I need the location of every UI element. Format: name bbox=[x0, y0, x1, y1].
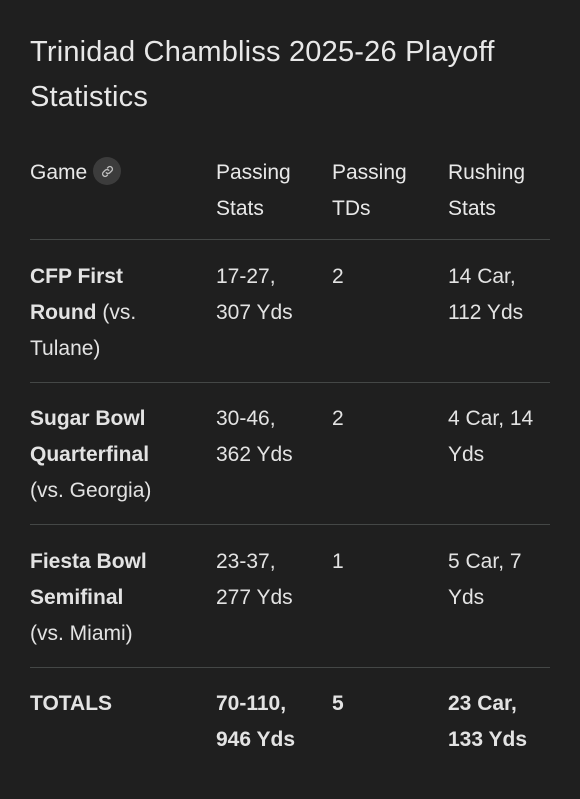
passing-cell: 17-27, 307 Yds bbox=[216, 259, 332, 382]
header-rushing-stats-line1: Rushing bbox=[448, 161, 526, 184]
totals-passing-value: 70-110, bbox=[216, 692, 287, 715]
tds-cell: 2 bbox=[332, 407, 344, 430]
totals-passing: 70-110, 946 Yds bbox=[216, 686, 332, 758]
totals-rushing-value: 23 Car, bbox=[448, 692, 517, 715]
totals-tds: 5 bbox=[332, 692, 344, 715]
game-cell: Sugar Bowl Quarterfinal (vs. Georgia) bbox=[30, 401, 216, 524]
rushing-value: 4 Car, 14 bbox=[448, 407, 534, 430]
game-name: Semifinal bbox=[30, 586, 124, 609]
passing-value: 30-46, bbox=[216, 407, 276, 430]
passing-value: 307 Yds bbox=[216, 301, 293, 324]
rushing-cell: 5 Car, 7 Yds bbox=[448, 544, 550, 667]
header-passing-tds-line1: Passing bbox=[332, 161, 407, 184]
rushing-cell: 4 Car, 14 Yds bbox=[448, 401, 550, 524]
table-header-row: Game Passing Stats Passing TDs Rushing S… bbox=[30, 154, 550, 240]
rushing-value: 112 Yds bbox=[448, 301, 524, 324]
totals-label: TOTALS bbox=[30, 692, 113, 715]
table-row: CFP First Round (vs. Tulane) 17-27, 307 … bbox=[30, 240, 550, 383]
game-name: CFP First bbox=[30, 265, 123, 288]
stats-table: Game Passing Stats Passing TDs Rushing S… bbox=[30, 154, 550, 758]
game-opponent: (vs. Georgia) bbox=[30, 479, 152, 502]
header-game: Game bbox=[30, 155, 216, 239]
link-icon[interactable] bbox=[93, 157, 122, 186]
totals-rushing-value: 133 Yds bbox=[448, 728, 528, 751]
header-passing-stats: Passing Stats bbox=[216, 155, 332, 239]
game-name: Fiesta Bowl bbox=[30, 550, 147, 573]
game-opponent: Tulane) bbox=[30, 337, 101, 360]
passing-cell: 23-37, 277 Yds bbox=[216, 544, 332, 667]
header-passing-stats-line1: Passing bbox=[216, 161, 291, 184]
header-game-label: Game bbox=[30, 161, 88, 184]
passing-cell: 30-46, 362 Yds bbox=[216, 401, 332, 524]
totals-rushing: 23 Car, 133 Yds bbox=[448, 686, 550, 758]
header-passing-tds: Passing TDs bbox=[332, 155, 448, 239]
totals-passing-value: 946 Yds bbox=[216, 728, 296, 751]
tds-cell: 1 bbox=[332, 550, 344, 573]
tds-cell: 2 bbox=[332, 265, 344, 288]
passing-value: 17-27, bbox=[216, 265, 276, 288]
game-opponent: (vs. Miami) bbox=[30, 622, 133, 645]
totals-row: TOTALS 70-110, 946 Yds 5 23 Car, 133 Yds bbox=[30, 668, 550, 758]
game-opponent: (vs. bbox=[102, 301, 137, 324]
table-row: Sugar Bowl Quarterfinal (vs. Georgia) 30… bbox=[30, 383, 550, 525]
game-name: Sugar Bowl bbox=[30, 407, 146, 430]
rushing-value: Yds bbox=[448, 586, 485, 609]
rushing-value: 5 Car, 7 bbox=[448, 550, 522, 573]
page-title: Trinidad Chambliss 2025-26 Playoff Stati… bbox=[30, 36, 495, 113]
game-cell: CFP First Round (vs. Tulane) bbox=[30, 259, 216, 382]
passing-value: 277 Yds bbox=[216, 586, 293, 609]
game-cell: Fiesta Bowl Semifinal (vs. Miami) bbox=[30, 544, 216, 667]
game-name: Quarterfinal bbox=[30, 443, 150, 466]
header-rushing-stats: Rushing Stats bbox=[448, 155, 550, 239]
rushing-value: Yds bbox=[448, 443, 485, 466]
header-rushing-stats-line2: Stats bbox=[448, 197, 496, 220]
passing-value: 23-37, bbox=[216, 550, 276, 573]
passing-value: 362 Yds bbox=[216, 443, 293, 466]
header-passing-tds-line2: TDs bbox=[332, 197, 371, 220]
rushing-cell: 14 Car, 112 Yds bbox=[448, 259, 550, 382]
header-passing-stats-line2: Stats bbox=[216, 197, 264, 220]
rushing-value: 14 Car, bbox=[448, 265, 516, 288]
game-name: Round bbox=[30, 301, 97, 324]
table-row: Fiesta Bowl Semifinal (vs. Miami) 23-37,… bbox=[30, 525, 550, 668]
